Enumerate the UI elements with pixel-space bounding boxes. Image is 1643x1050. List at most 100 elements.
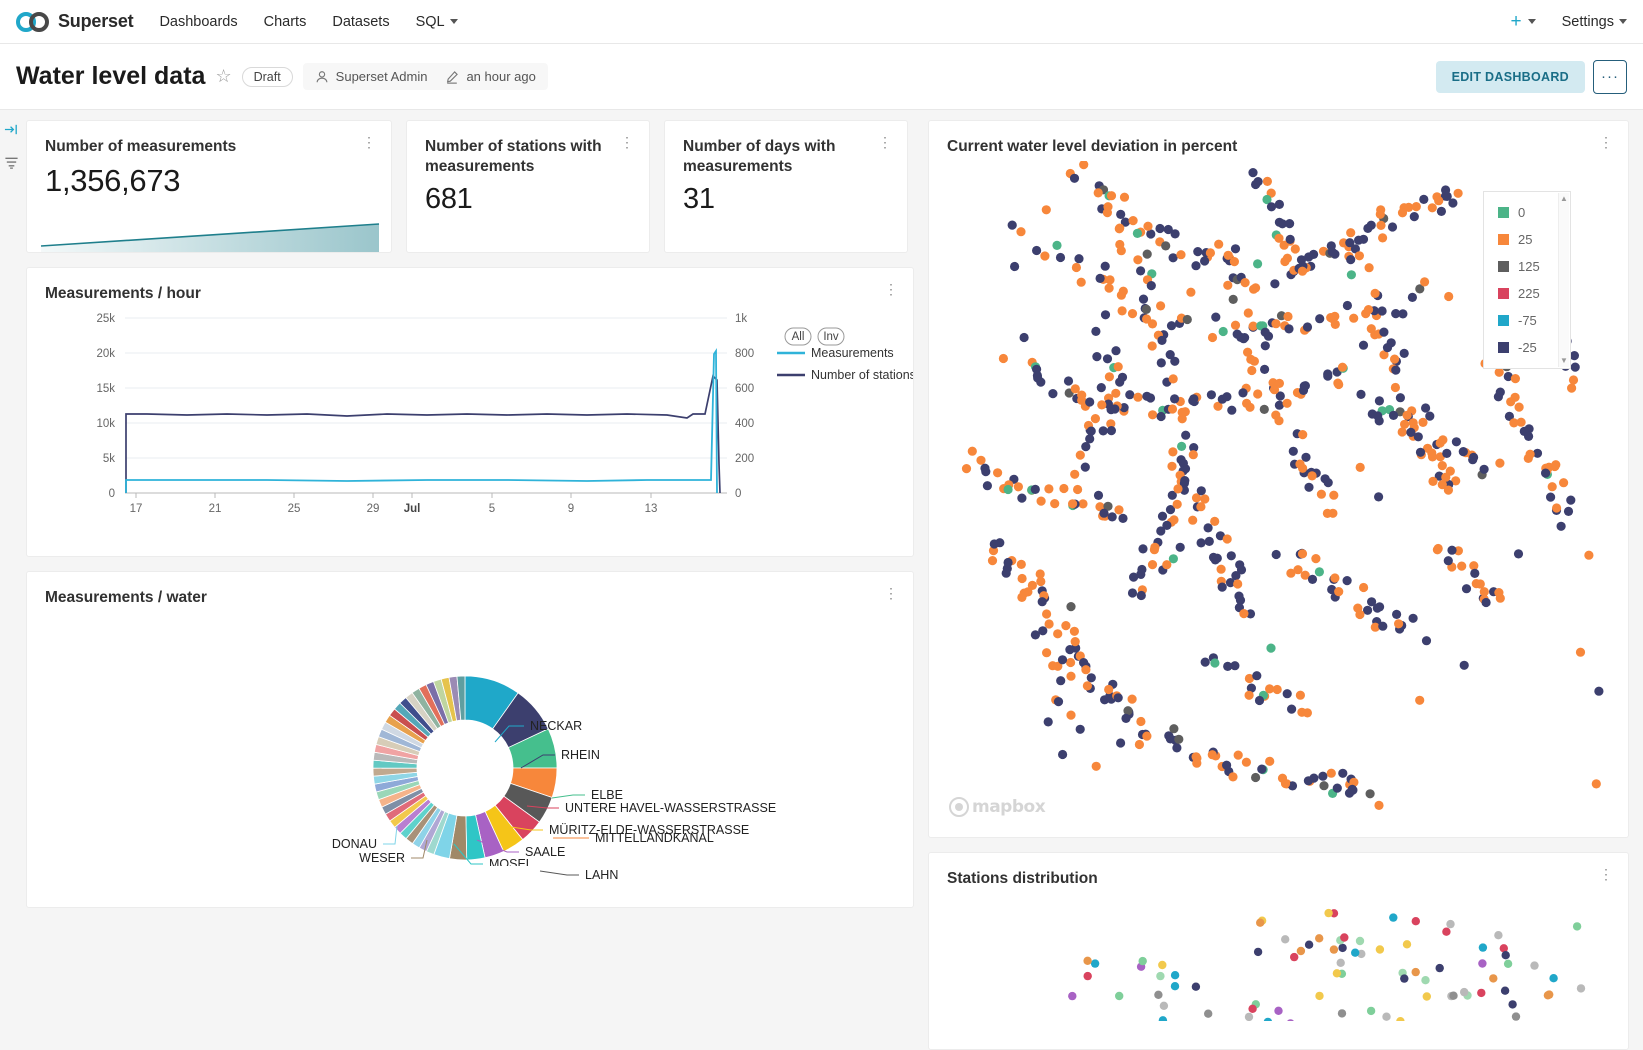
map-data-point[interactable] bbox=[1436, 206, 1446, 216]
map-data-point[interactable] bbox=[1107, 512, 1117, 522]
stations-data-point[interactable] bbox=[1158, 1016, 1168, 1025]
map-data-point[interactable] bbox=[1402, 410, 1412, 420]
map-data-point[interactable] bbox=[1378, 233, 1388, 243]
map-data-point[interactable] bbox=[1076, 277, 1086, 287]
stations-data-point[interactable] bbox=[1256, 918, 1265, 927]
map-data-point[interactable] bbox=[1040, 251, 1050, 261]
map-data-point[interactable] bbox=[1366, 220, 1376, 230]
map-data-point[interactable] bbox=[1066, 671, 1076, 681]
map-data-point[interactable] bbox=[1470, 568, 1480, 578]
map-data-point[interactable] bbox=[1120, 217, 1130, 227]
status-badge[interactable]: Draft bbox=[241, 66, 293, 87]
map-data-point[interactable] bbox=[1070, 469, 1080, 479]
map-data-point[interactable] bbox=[1319, 781, 1329, 791]
map-data-point[interactable] bbox=[1162, 560, 1172, 570]
map-data-point[interactable] bbox=[1079, 161, 1089, 170]
map-data-point[interactable] bbox=[1495, 458, 1505, 468]
map-data-point[interactable] bbox=[1155, 223, 1165, 234]
map-data-point[interactable] bbox=[1241, 757, 1251, 767]
legend-item[interactable]: 0 bbox=[1498, 201, 1570, 225]
map-data-point[interactable] bbox=[1253, 259, 1263, 269]
map-data-point[interactable] bbox=[1391, 309, 1401, 319]
map-data-point[interactable] bbox=[1133, 255, 1143, 265]
map-data-point[interactable] bbox=[1176, 250, 1186, 260]
map-data-point[interactable] bbox=[1314, 567, 1324, 577]
map-data-point[interactable] bbox=[1207, 332, 1218, 343]
superset-brand[interactable]: Superset bbox=[16, 11, 134, 32]
map-data-point[interactable] bbox=[1547, 482, 1557, 492]
nav-link-charts[interactable]: Charts bbox=[264, 14, 307, 30]
map-data-point[interactable] bbox=[1066, 602, 1076, 612]
dashboard-more-button[interactable]: ··· bbox=[1593, 59, 1627, 94]
map-data-point[interactable] bbox=[1322, 508, 1332, 518]
map-data-point[interactable] bbox=[1274, 400, 1284, 410]
stations-data-point[interactable] bbox=[1442, 927, 1451, 936]
map-data-point[interactable] bbox=[1355, 609, 1365, 620]
map-data-point[interactable] bbox=[1149, 545, 1159, 555]
map-data-point[interactable] bbox=[1376, 205, 1386, 215]
map-data-point[interactable] bbox=[1189, 394, 1199, 404]
stations-data-point[interactable] bbox=[1315, 934, 1324, 943]
map-data-point[interactable] bbox=[1271, 319, 1281, 329]
map-data-point[interactable] bbox=[1503, 371, 1513, 382]
map-data-point[interactable] bbox=[967, 446, 977, 456]
map-data-point[interactable] bbox=[1404, 202, 1414, 212]
map-data-point[interactable] bbox=[1092, 352, 1102, 362]
map-data-point[interactable] bbox=[1189, 443, 1199, 453]
map-data-point[interactable] bbox=[1260, 327, 1270, 337]
map-data-point[interactable] bbox=[1044, 619, 1054, 629]
map-data-point[interactable] bbox=[1318, 771, 1328, 781]
map-data-point[interactable] bbox=[1251, 179, 1261, 190]
map-data-point[interactable] bbox=[1323, 369, 1333, 379]
map-data-point[interactable] bbox=[1175, 542, 1185, 552]
map-data-point[interactable] bbox=[1196, 486, 1206, 496]
stations-data-point[interactable] bbox=[1315, 991, 1324, 1001]
map-data-point[interactable] bbox=[1411, 202, 1421, 212]
map-data-point[interactable] bbox=[1428, 476, 1438, 486]
map-data-point[interactable] bbox=[1330, 319, 1340, 329]
line-chart[interactable]: 25k 20k 15k 10k 5k 0 1k 800 600 400 200 … bbox=[27, 304, 915, 540]
map-data-point[interactable] bbox=[1191, 493, 1202, 503]
map-data-point[interactable] bbox=[1036, 576, 1046, 587]
expand-panel-icon[interactable] bbox=[4, 122, 19, 141]
map-data-point[interactable] bbox=[1378, 621, 1388, 631]
map-data-point[interactable] bbox=[1174, 734, 1184, 744]
map-data-point[interactable] bbox=[1248, 321, 1258, 331]
map-data-point[interactable] bbox=[1458, 447, 1468, 457]
map-data-point[interactable] bbox=[1394, 619, 1404, 629]
map-data-point[interactable] bbox=[1408, 613, 1418, 623]
map-data-point[interactable] bbox=[1230, 320, 1241, 330]
map-data-point[interactable] bbox=[1103, 501, 1113, 511]
map-data-point[interactable] bbox=[1188, 515, 1198, 525]
map-data-point[interactable] bbox=[1415, 284, 1425, 294]
map-data-point[interactable] bbox=[1286, 568, 1296, 578]
map-data-point[interactable] bbox=[1447, 545, 1457, 555]
card-menu-icon[interactable]: ⋮ bbox=[878, 135, 894, 151]
map-data-point[interactable] bbox=[1377, 306, 1387, 316]
stations-data-point[interactable] bbox=[1296, 946, 1306, 956]
map-data-point[interactable] bbox=[1116, 246, 1126, 256]
map-data-point[interactable] bbox=[1119, 403, 1129, 413]
map-data-point[interactable] bbox=[1093, 490, 1104, 500]
map-data-point[interactable] bbox=[1116, 738, 1126, 748]
map-data-point[interactable] bbox=[1216, 564, 1226, 574]
map-data-point[interactable] bbox=[1166, 321, 1177, 331]
map-data-point[interactable] bbox=[1218, 326, 1228, 337]
map-data-point[interactable] bbox=[1245, 609, 1256, 619]
map-data-point[interactable] bbox=[1373, 411, 1383, 421]
map-data-point[interactable] bbox=[1510, 374, 1520, 384]
map-data-point[interactable] bbox=[1376, 220, 1386, 230]
map-data-point[interactable] bbox=[1104, 283, 1114, 293]
map-data-point[interactable] bbox=[1068, 499, 1078, 509]
map-data-point[interactable] bbox=[1156, 411, 1166, 422]
map-data-point[interactable] bbox=[1271, 549, 1281, 560]
stations-data-point[interactable] bbox=[1421, 976, 1430, 985]
map-data-point[interactable] bbox=[1307, 574, 1318, 584]
map-data-point[interactable] bbox=[1244, 690, 1254, 700]
map-data-point[interactable] bbox=[1479, 587, 1489, 597]
map-data-point[interactable] bbox=[1106, 419, 1116, 429]
map-data-point[interactable] bbox=[1329, 490, 1339, 500]
nav-link-dashboards[interactable]: Dashboards bbox=[159, 14, 237, 30]
map-data-point[interactable] bbox=[1249, 284, 1259, 294]
map-data-point[interactable] bbox=[1105, 275, 1115, 285]
